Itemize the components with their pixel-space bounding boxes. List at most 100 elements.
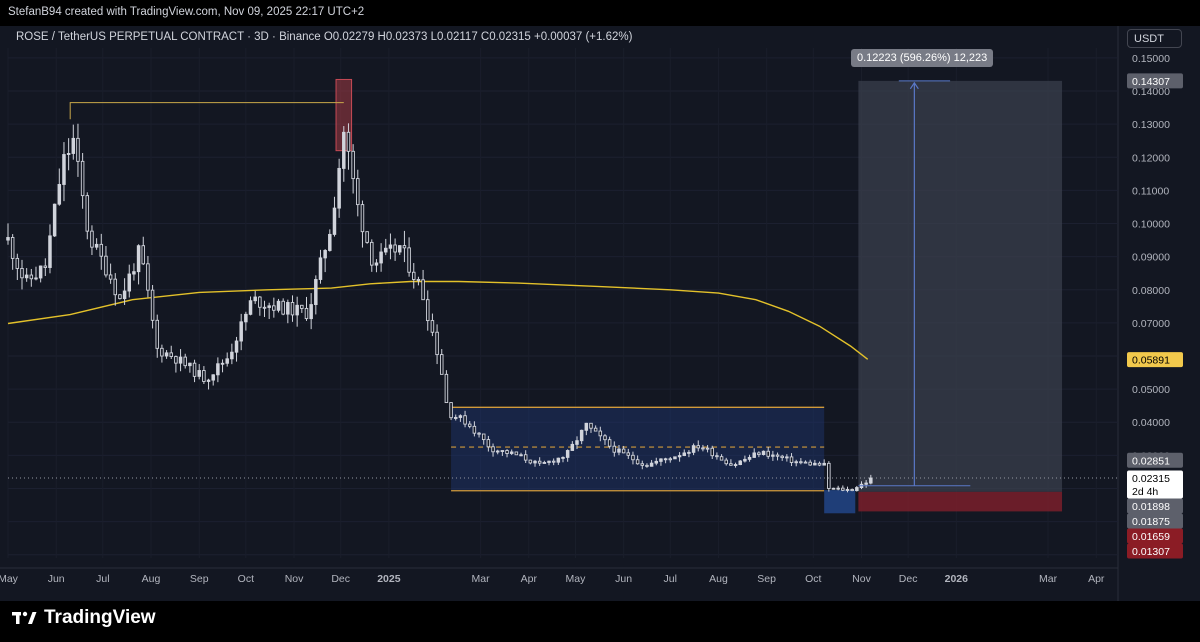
candle [775,452,780,461]
chart-panel[interactable]: 0.15000 0.14000 0.13000 0.12000 0.11000 0.100… [0,26,1200,601]
candle-body [850,489,854,492]
candle-body [757,452,761,456]
candle [687,450,691,458]
candle [206,378,211,390]
candle-body [272,305,276,311]
candle-body [416,279,421,281]
candle-body [785,456,789,459]
candle-body [239,321,243,342]
candle [467,421,472,429]
candle-body [332,207,337,235]
candle [267,302,271,320]
candle-body [472,425,477,434]
candle-body [505,450,509,454]
price-tick-label: 0.13000 [1132,119,1170,131]
candle-body [724,459,728,465]
candle [780,454,784,461]
price-badge-value: 0.05891 [1132,355,1170,367]
candle-body [407,247,411,273]
candle [402,230,407,263]
candle-body [76,137,80,162]
currency-button[interactable]: USDT [1127,29,1182,48]
candle-body [593,427,598,432]
candle-body [188,362,192,367]
candle [295,296,299,327]
candle [421,269,425,301]
candle [48,224,52,274]
candle-body [803,461,808,464]
candle-body [654,460,659,464]
candle [136,244,141,285]
candle [118,294,122,300]
candle-body [682,452,687,457]
candle-body [444,373,449,404]
candle-body [565,450,570,458]
candle [38,265,43,283]
candle [239,313,243,351]
candle [715,452,719,460]
tradingview-logo[interactable]: TradingView [12,607,156,629]
candle [150,284,155,329]
candle-body [584,422,589,431]
time-tick-label: Jul [96,573,109,585]
candle-body [328,233,332,251]
candle-body [817,462,822,466]
price-badge: 0.01898 [1127,498,1183,514]
candle-body [547,460,551,463]
candle-body [15,257,20,269]
candle-body [66,153,71,155]
candle [738,460,742,466]
price-badge-value: 0.02315 [1132,473,1170,485]
candle-body [197,370,201,377]
candle [169,345,173,360]
candle [258,296,262,316]
candle [472,421,477,437]
candle-body [621,448,626,454]
price-chart[interactable]: 0.15000 0.14000 0.13000 0.12000 0.11000 0.100… [0,26,1200,601]
candle-body [38,265,43,279]
price-badge-value: 0.01898 [1132,501,1170,513]
candle [663,457,668,464]
candle-body [90,230,94,248]
candle-body [677,455,682,458]
candle [827,461,831,492]
candle-body [234,340,239,353]
candle [197,364,201,380]
candle [477,432,481,438]
candle [729,459,733,466]
candle-body [262,306,267,309]
candle [813,459,817,466]
candle [794,459,798,467]
candle [621,445,626,454]
candle-body [216,363,220,376]
candle-body [561,456,565,459]
candle [724,457,728,466]
candle [771,450,775,461]
candle-body [164,352,169,357]
price-tick-label: 0.11000 [1132,185,1169,197]
candle [659,458,663,466]
time-tick-label: Mar [1039,573,1058,585]
time-tick-label: Sep [190,573,209,585]
symbol-ohlc-legend[interactable]: ROSE / TetherUS PERPETUAL CONTRACT · 3D … [16,31,633,43]
candle [841,485,845,492]
candle-body [104,255,108,276]
candle [6,223,10,245]
candle-body [178,356,183,364]
candle-body [267,305,271,308]
candle-body [356,178,360,206]
candle-body [323,250,327,259]
candle [491,443,495,457]
candle [356,169,360,217]
time-tick-label: May [0,573,19,585]
footer: TradingView [0,601,1200,642]
price-badge-value: 0.01307 [1132,546,1170,558]
candle [211,374,215,386]
candle [570,441,575,451]
candle-body [556,457,561,463]
candle [248,296,253,316]
candle [645,463,649,468]
candle [626,448,631,459]
candle [850,488,854,492]
candle [691,443,696,456]
